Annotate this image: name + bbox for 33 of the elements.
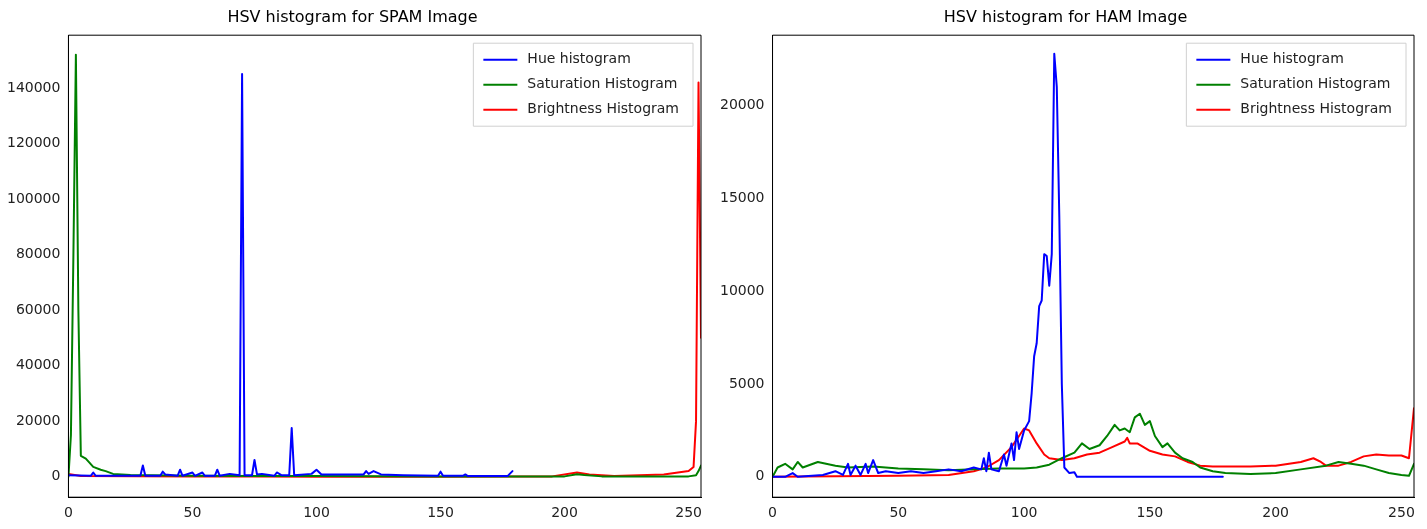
chart-title: HSV histogram for HAM Image bbox=[943, 6, 1188, 26]
x-tick-label: 100 bbox=[1010, 504, 1038, 521]
legend-label: Hue histogram bbox=[527, 50, 631, 67]
y-tick-label: 0 bbox=[51, 467, 61, 484]
legend-label: Saturation Histogram bbox=[527, 75, 678, 92]
y-tick-label: 40000 bbox=[15, 356, 61, 373]
y-tick-label: 20000 bbox=[719, 96, 765, 113]
x-tick-label: 250 bbox=[1388, 504, 1415, 521]
y-tick-label: 10000 bbox=[719, 281, 765, 298]
x-tick-label: 150 bbox=[427, 504, 454, 521]
x-tick-label: 250 bbox=[675, 504, 702, 521]
y-tick-label: 60000 bbox=[15, 300, 61, 317]
y-tick-label: 120000 bbox=[6, 134, 61, 151]
y-tick-label: 5000 bbox=[728, 374, 765, 391]
x-tick-label: 50 bbox=[889, 504, 908, 521]
x-tick-label: 0 bbox=[768, 504, 777, 521]
y-tick-label: 100000 bbox=[6, 189, 61, 206]
legend-label: Hue histogram bbox=[1240, 50, 1344, 67]
x-tick-label: 0 bbox=[63, 504, 73, 521]
legend-label: Brightness Histogram bbox=[527, 100, 680, 117]
chart-title: HSV histogram for SPAM Image bbox=[227, 6, 478, 26]
y-tick-label: 0 bbox=[755, 467, 765, 484]
y-tick-label: 15000 bbox=[719, 189, 765, 206]
x-tick-label: 200 bbox=[551, 504, 578, 521]
legend-label: Brightness Histogram bbox=[1240, 100, 1393, 117]
x-tick-label: 200 bbox=[1262, 504, 1290, 521]
y-tick-label: 140000 bbox=[6, 78, 61, 95]
y-tick-label: 80000 bbox=[15, 245, 61, 262]
y-tick-label: 20000 bbox=[15, 411, 61, 428]
legend-label: Saturation Histogram bbox=[1240, 75, 1391, 92]
x-tick-label: 150 bbox=[1136, 504, 1164, 521]
x-tick-label: 100 bbox=[303, 504, 330, 521]
x-tick-label: 50 bbox=[183, 504, 202, 521]
